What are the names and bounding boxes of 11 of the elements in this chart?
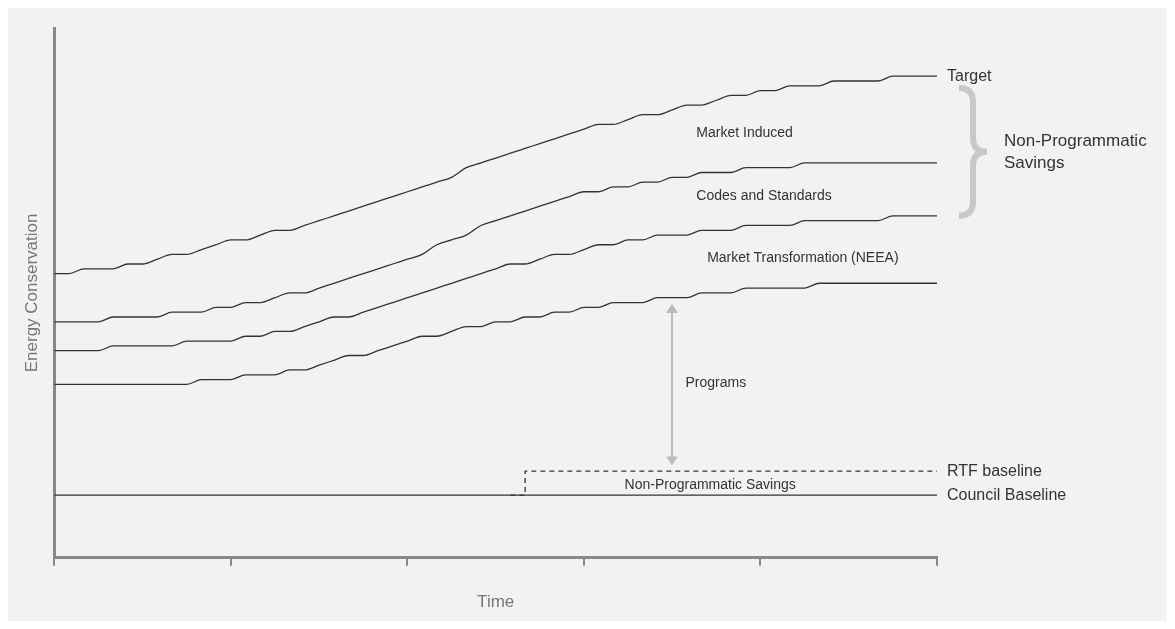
text: Non-Programmatic Savings: [1004, 130, 1148, 174]
annotation: Market Transformation (NEEA): [707, 249, 899, 266]
series-label: Council Baseline: [947, 485, 1067, 503]
series-label: Target: [947, 66, 993, 84]
annotation: Codes and Standards: [696, 186, 832, 203]
y-axis-title: Energy Conservation: [21, 213, 41, 373]
annotation: Programs: [685, 373, 747, 390]
annotation: Non-Programmatic Savings: [624, 475, 796, 492]
annotation: Market Induced: [696, 123, 793, 140]
series-label: RTF baseline: [947, 461, 1042, 479]
x-axis-title: Time: [477, 592, 515, 612]
